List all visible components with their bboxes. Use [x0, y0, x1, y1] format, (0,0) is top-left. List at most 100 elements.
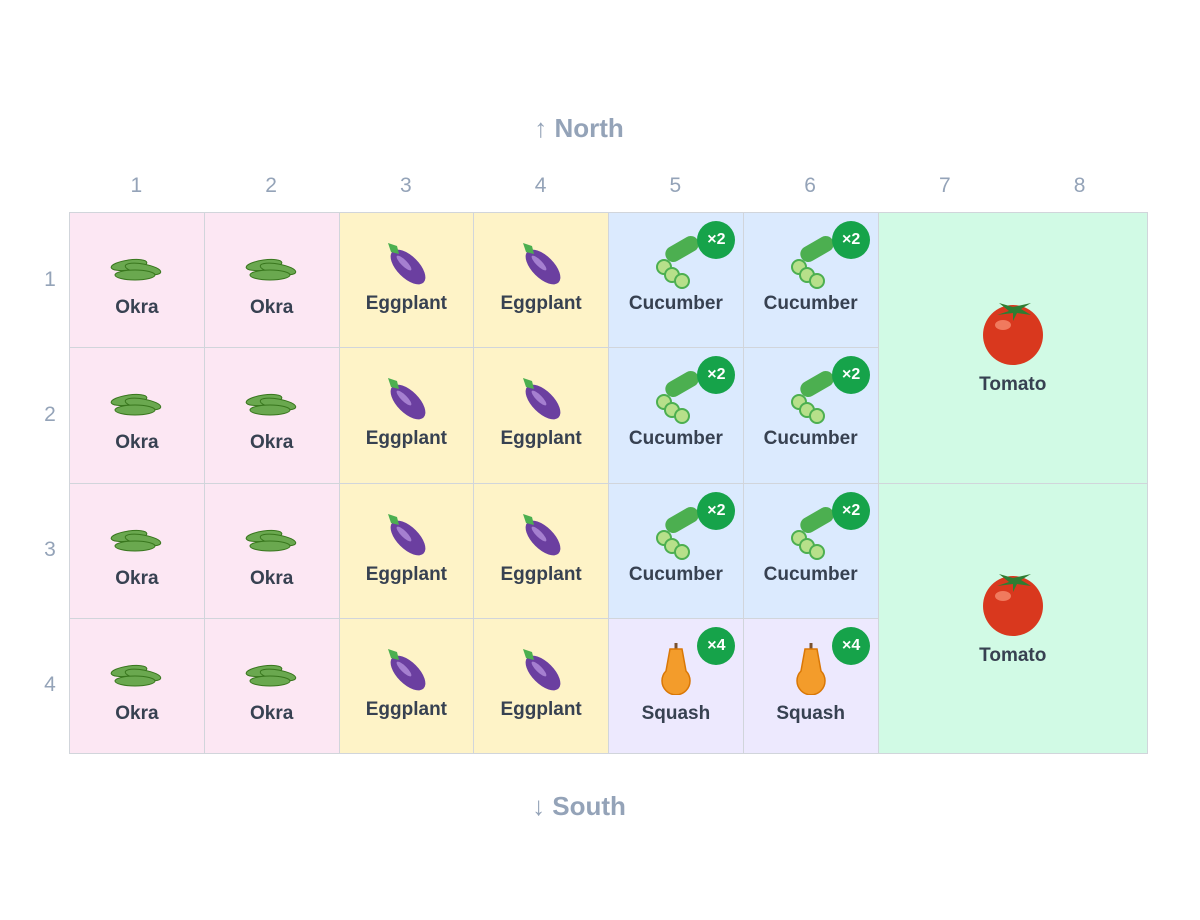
garden-cell[interactable]: Okra	[69, 482, 205, 619]
column-header: 6	[804, 174, 816, 197]
plant-count-badge: ×2	[832, 491, 871, 530]
plant-name: Cucumber	[628, 563, 723, 585]
garden-cell[interactable]: Squash ×4	[608, 617, 744, 754]
plant-name: Squash	[776, 702, 845, 724]
south-label: ↓ South	[532, 791, 626, 821]
plant-count-badge: ×2	[697, 356, 736, 395]
plant-name: Eggplant	[500, 428, 582, 450]
plant-name: Okra	[115, 702, 159, 724]
plant-name: Okra	[249, 702, 294, 724]
plant-count-badge: ×2	[832, 356, 871, 395]
plant-name: Eggplant	[500, 698, 582, 720]
plant-icon	[795, 642, 826, 695]
garden-cell[interactable]: Eggplant	[338, 617, 475, 754]
garden-cell[interactable]: Okra	[69, 212, 205, 349]
plant-icon	[523, 378, 561, 420]
garden-cell[interactable]: Eggplant	[473, 347, 609, 484]
garden-cell[interactable]: Eggplant	[473, 617, 609, 754]
garden-cell[interactable]: Okra	[69, 347, 205, 484]
plant-icon	[388, 378, 426, 420]
garden-cell[interactable]: Okra	[203, 212, 340, 349]
plant-count-badge: ×2	[832, 221, 871, 259]
plant-name: Cucumber	[763, 293, 858, 314]
plant-icon	[388, 243, 426, 285]
garden-cell[interactable]: Eggplant	[473, 482, 609, 619]
plant-icon	[110, 258, 162, 281]
row-header: 2	[44, 402, 56, 426]
plant-name: Tomato	[979, 374, 1047, 395]
plant-icon	[523, 648, 561, 691]
plant-count-badge: ×2	[697, 491, 736, 530]
plant-icon	[982, 573, 1043, 636]
garden-cell[interactable]: Eggplant	[338, 482, 475, 619]
plant-name: Okra	[249, 567, 294, 589]
plant-count-badge: ×4	[832, 626, 871, 665]
plant-name: Okra	[115, 567, 159, 589]
column-header: 5	[669, 174, 682, 197]
column-header: 7	[939, 174, 951, 197]
plant-name: Okra	[115, 297, 159, 318]
garden-cell[interactable]: Eggplant	[338, 347, 475, 484]
plant-name: Cucumber	[763, 428, 858, 450]
plant-name: Eggplant	[500, 293, 582, 314]
plant-icon	[110, 664, 162, 687]
plant-name: Okra	[249, 297, 294, 318]
garden-cell[interactable]: Cucumber ×2	[608, 347, 744, 484]
garden-cell[interactable]: Eggplant	[473, 212, 609, 349]
plant-name: Okra	[115, 432, 159, 454]
plant-icon	[655, 506, 699, 560]
column-header: 8	[1073, 174, 1086, 197]
garden-cell[interactable]: Cucumber ×2	[608, 482, 744, 619]
plant-name: Eggplant	[365, 698, 448, 720]
garden-cell[interactable]: Cucumber ×2	[742, 212, 879, 349]
plant-name: Eggplant	[365, 428, 448, 450]
plant-icon	[655, 371, 699, 425]
plant-icon	[655, 236, 699, 289]
plant-icon	[388, 648, 426, 691]
plant-icon	[790, 236, 834, 289]
column-header: 4	[534, 174, 547, 197]
garden-cell[interactable]: Cucumber ×2	[742, 482, 879, 619]
garden-cell[interactable]: Eggplant	[338, 212, 475, 349]
plant-icon	[245, 394, 296, 416]
garden-cell[interactable]: Squash ×4	[742, 617, 879, 754]
column-header: 2	[265, 174, 277, 197]
row-header: 1	[44, 267, 56, 291]
garden-cell[interactable]: Tomato	[877, 482, 1148, 754]
plant-icon	[523, 513, 561, 555]
plant-icon	[110, 394, 162, 416]
plant-name: Okra	[249, 432, 294, 454]
plant-name: Eggplant	[500, 563, 582, 585]
garden-cell[interactable]: Cucumber ×2	[608, 212, 744, 349]
plant-name: Eggplant	[365, 293, 448, 314]
row-header: 3	[44, 538, 56, 562]
garden-cell[interactable]: Okra	[69, 617, 205, 754]
plant-icon	[245, 664, 296, 687]
plant-icon	[245, 529, 296, 551]
garden-cell[interactable]: Okra	[203, 482, 340, 619]
plant-name: Tomato	[979, 644, 1047, 666]
plant-icon	[523, 243, 561, 285]
plant-icon	[661, 642, 691, 695]
garden-cell[interactable]: Okra	[203, 617, 340, 754]
plant-icon	[245, 258, 296, 281]
plant-name: Squash	[641, 702, 711, 724]
plant-icon	[790, 371, 834, 425]
plant-name: Cucumber	[628, 293, 723, 314]
plant-name: Cucumber	[628, 428, 723, 450]
garden-cell[interactable]: Tomato	[877, 212, 1148, 484]
plant-name: Cucumber	[763, 563, 858, 585]
north-label: ↑ North	[534, 113, 624, 143]
plant-icon	[388, 513, 426, 555]
garden-cell[interactable]: Cucumber ×2	[742, 347, 879, 484]
plant-count-badge: ×4	[697, 626, 736, 665]
plant-icon	[790, 506, 834, 560]
garden-cell[interactable]: Okra	[203, 347, 340, 484]
plant-name: Eggplant	[365, 563, 448, 585]
column-header: 3	[400, 174, 412, 197]
plant-icon	[110, 529, 162, 551]
plant-icon	[982, 303, 1043, 365]
column-header: 1	[130, 174, 143, 197]
row-header: 4	[44, 673, 56, 697]
